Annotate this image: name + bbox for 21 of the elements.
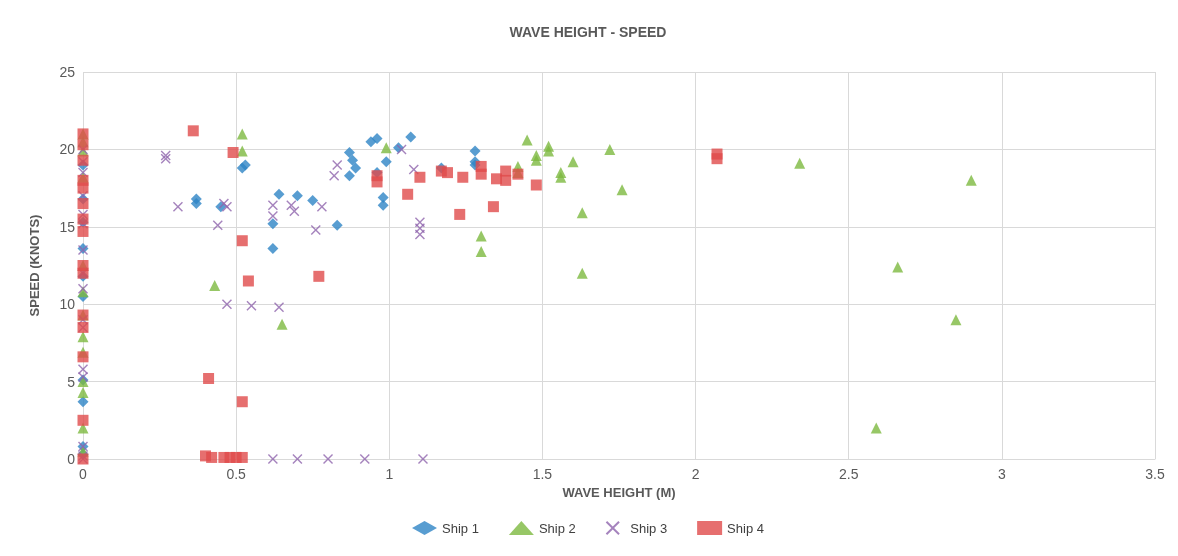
y-tick-label: 10 <box>59 296 76 313</box>
legend-label: Ship 1 <box>442 520 479 536</box>
x-tick-label: 2 <box>691 466 700 482</box>
y-tick-label: 15 <box>59 218 76 235</box>
y-axis-title: SPEED (KNOTS) <box>27 214 42 317</box>
legend-label: Ship 3 <box>630 520 668 536</box>
x-tick-label: 0.5 <box>226 466 247 482</box>
x-tick-label: 0 <box>79 466 88 482</box>
y-tick-label: 0 <box>67 451 76 467</box>
x-tick-label: 3 <box>997 466 1006 482</box>
x-axis-title: WAVE HEIGHT (M) <box>562 484 676 500</box>
x-tick-label: 2.5 <box>838 466 859 482</box>
x-tick-label: 1.5 <box>532 466 553 482</box>
y-tick-label: 25 <box>59 64 76 80</box>
y-tick-label: 20 <box>59 141 76 158</box>
x-tick-label: 1 <box>385 466 394 482</box>
legend-label: Ship 2 <box>538 520 576 536</box>
legend-label: Ship 4 <box>727 520 764 536</box>
x-tick-label: 3.5 <box>1145 466 1165 482</box>
y-tick-label: 5 <box>67 373 76 390</box>
chart-title: WAVE HEIGHT - SPEED <box>509 24 667 40</box>
